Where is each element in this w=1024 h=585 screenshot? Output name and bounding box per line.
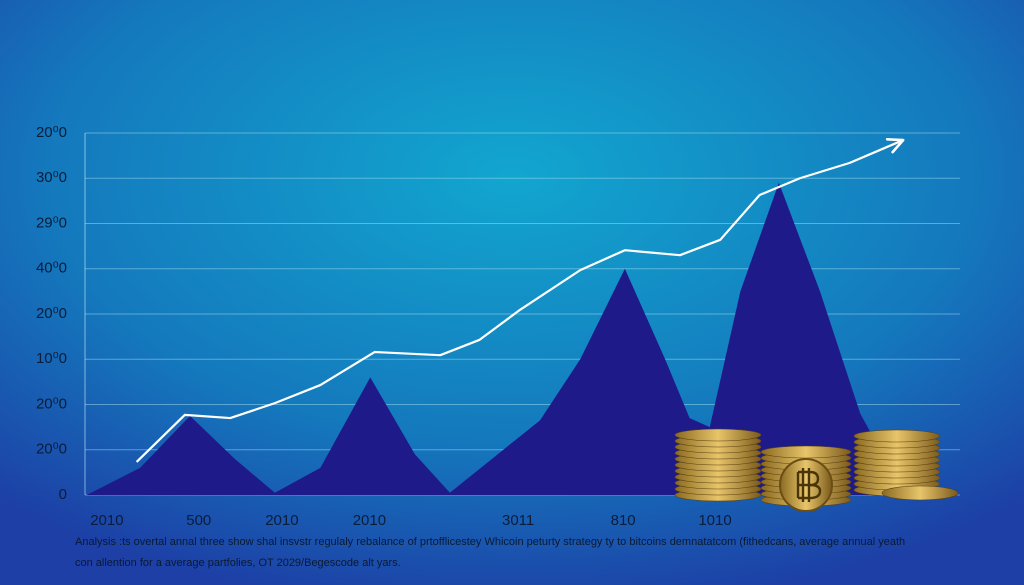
y-tick-label: 10⁰0 bbox=[36, 350, 67, 367]
y-tick-label: 40⁰0 bbox=[36, 260, 67, 277]
caption-line: Analysis :ts overtal annal three show sh… bbox=[75, 536, 905, 548]
y-tick-label: 20⁰0 bbox=[36, 395, 67, 412]
x-tick-label: 810 bbox=[611, 512, 636, 529]
coin bbox=[760, 445, 852, 459]
x-tick-label: 2010 bbox=[90, 512, 123, 529]
y-tick-label: 0 bbox=[59, 486, 67, 503]
coin-stacks bbox=[674, 428, 959, 512]
coin bbox=[674, 428, 762, 442]
coin bbox=[881, 485, 959, 501]
coin bbox=[853, 429, 941, 443]
y-tick-label: 20⁰0 bbox=[36, 441, 67, 458]
bitcoin-symbol bbox=[796, 468, 822, 502]
y-tick-label: 29⁰0 bbox=[36, 214, 67, 231]
x-tick-label: 3011 bbox=[502, 512, 534, 529]
y-tick-label: 30⁰0 bbox=[36, 169, 67, 186]
y-tick-label: 20⁰0 bbox=[36, 305, 67, 322]
x-tick-label: 1010 bbox=[698, 512, 731, 529]
x-tick-label: 2010 bbox=[353, 512, 386, 529]
x-tick-label: 500 bbox=[186, 512, 211, 529]
trend-line bbox=[135, 146, 886, 463]
arrow-head bbox=[885, 138, 905, 154]
caption-line: con allention for a average partfolies, … bbox=[75, 557, 401, 569]
x-tick-label: 2010 bbox=[265, 512, 298, 529]
y-tick-label: 20⁰0 bbox=[36, 124, 67, 141]
arrow-shaft bbox=[884, 139, 904, 149]
